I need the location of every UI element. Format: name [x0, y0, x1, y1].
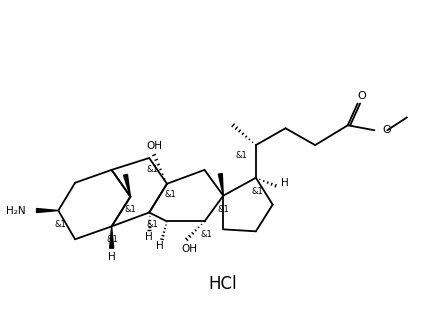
Text: &1: &1 [217, 205, 229, 214]
Text: H: H [145, 232, 153, 242]
Text: H: H [156, 241, 164, 251]
Text: &1: &1 [164, 190, 176, 199]
Text: &1: &1 [107, 235, 118, 244]
Text: H: H [108, 252, 115, 262]
Text: OH: OH [182, 244, 198, 254]
Text: &1: &1 [54, 220, 66, 229]
Polygon shape [37, 208, 58, 213]
Text: O: O [382, 125, 391, 135]
Text: &1: &1 [146, 220, 158, 229]
Text: &1: &1 [235, 150, 247, 160]
Text: HCl: HCl [208, 275, 236, 293]
Text: &1: &1 [252, 187, 264, 196]
Polygon shape [110, 226, 114, 248]
Polygon shape [124, 174, 130, 197]
Text: &1: &1 [201, 230, 212, 239]
Text: H: H [281, 178, 288, 188]
Polygon shape [218, 174, 223, 196]
Text: H₂N: H₂N [6, 206, 26, 215]
Text: &1: &1 [125, 205, 136, 214]
Text: O: O [357, 90, 366, 100]
Text: OH: OH [146, 141, 162, 151]
Text: &1: &1 [146, 165, 158, 174]
